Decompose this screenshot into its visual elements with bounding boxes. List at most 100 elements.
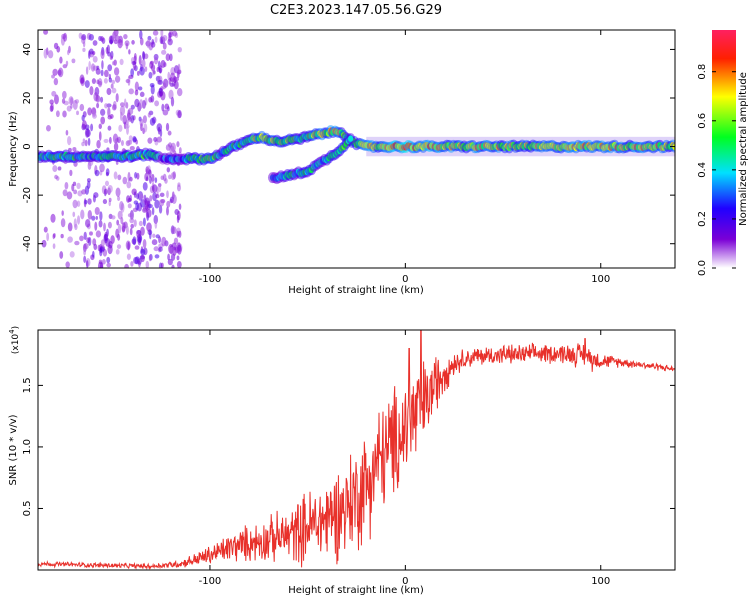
spectrogram-speckle [98, 220, 103, 228]
spectrogram-speckle [127, 109, 131, 118]
spectrogram-speckle [131, 188, 137, 196]
spectrogram-speckle [100, 239, 106, 247]
spectrogram-track-point [672, 143, 675, 151]
spectrogram-speckle [95, 230, 102, 238]
spectrogram-speckle [139, 194, 144, 200]
spectrogram-speckle [95, 215, 98, 220]
spectrogram-speckle [167, 130, 172, 136]
spectrogram-speckle [143, 53, 149, 60]
spectrogram-speckle [154, 100, 160, 107]
spectrogram-speckle [81, 114, 85, 122]
spectrogram-speckle [84, 199, 88, 205]
spectrogram-speckle [134, 245, 140, 250]
spectrogram-speckle [90, 123, 94, 132]
spectrogram-speckle [81, 33, 87, 41]
snr-frame [37, 329, 676, 571]
spectrogram-speckle [155, 234, 160, 239]
spectrogram-speckle [92, 55, 98, 63]
spectrogram-speckle [107, 185, 113, 193]
spectrogram-speckle [134, 89, 139, 96]
spectrogram-speckle [83, 255, 87, 264]
spectrogram-speckle [154, 220, 158, 229]
spectrogram-speckle [146, 38, 151, 49]
spectrogram-speckle [123, 98, 127, 108]
spectrogram-speckle [151, 239, 158, 246]
spectrogram-speckle [100, 35, 104, 42]
spectrogram-speckle [119, 58, 124, 66]
spectrogram-speckle [129, 227, 133, 236]
spectrogram-speckle [117, 223, 122, 234]
spectrogram-ytick-label: 20 [22, 92, 33, 105]
spectrogram-speckle [112, 61, 115, 66]
spectrogram-speckle [113, 67, 120, 76]
spectrogram-ytick-label: -40 [22, 236, 33, 252]
spectrogram-speckle [61, 210, 64, 216]
spectrogram-speckle [169, 53, 173, 62]
spectrogram-speckle [57, 166, 62, 171]
spectrogram-speckle [142, 207, 147, 213]
spectrogram-speckle [62, 110, 67, 118]
spectrogram-speckle [127, 203, 132, 209]
spectrogram-speckle [71, 58, 76, 64]
spectrogram-speckle [127, 197, 132, 203]
spectrogram-speckle [107, 64, 113, 72]
spectrogram-speckle [115, 249, 120, 255]
spectrogram-speckle [159, 192, 165, 197]
spectrogram-speckle [160, 91, 166, 101]
spectrogram-speckle [160, 30, 164, 38]
spectrogram-speckle [169, 246, 175, 255]
spectrogram-speckle [61, 98, 66, 104]
spectrogram-speckle [127, 241, 130, 251]
spectrogram-speckle [132, 236, 137, 246]
spectrogram-speckle [104, 180, 110, 187]
spectrogram-speckle [64, 181, 69, 190]
spectrogram-speckle [80, 77, 85, 84]
spectrogram-speckle [52, 68, 58, 76]
spectrogram-speckle [158, 199, 165, 207]
spectrogram-speckle [103, 69, 109, 78]
spectrogram-speckle [104, 103, 109, 109]
spectrogram-speckle [83, 249, 86, 256]
spectrogram-speckle [148, 254, 152, 262]
spectrogram-speckle [94, 169, 100, 177]
spectrogram-speckle [153, 57, 159, 65]
spectrogram-speckle [144, 200, 149, 211]
spectrogram-speckle [130, 68, 135, 77]
snr-xlabel: Height of straight line (km) [288, 585, 424, 596]
spectrogram-speckle [76, 110, 79, 116]
spectrogram-speckle [158, 205, 163, 214]
spectrogram-speckle [46, 124, 51, 132]
spectrogram-xtick-label: 100 [591, 274, 610, 285]
spectrogram-speckle [74, 240, 80, 246]
spectrogram-speckle [153, 214, 159, 225]
spectrogram-speckle [53, 94, 59, 105]
spectrogram-speckle [172, 30, 178, 37]
spectrogram-speckle [117, 210, 123, 220]
spectrogram-speckle [162, 109, 169, 116]
spectrogram-speckle [86, 237, 90, 244]
spectrogram-speckle [103, 138, 109, 143]
spectrogram-speckle [131, 60, 137, 66]
spectrogram-speckle [162, 35, 168, 42]
spectrogram-speckle [84, 80, 90, 88]
spectrogram-speckle [93, 243, 98, 250]
spectrogram-speckle [173, 237, 179, 245]
spectrogram-speckle [151, 207, 155, 216]
spectrogram-speckle [160, 60, 166, 68]
spectrogram-speckle [107, 107, 111, 117]
spectrogram-speckle [96, 102, 100, 109]
snr-ytick-label: 1.5 [22, 377, 33, 393]
spectrogram-speckle [118, 42, 124, 47]
spectrogram-speckle [168, 77, 172, 85]
snr-multiplier-close: ) [11, 326, 21, 330]
spectrogram-speckle [168, 35, 172, 42]
spectrogram-speckle [55, 110, 60, 118]
snr-multiplier: (x104) [8, 326, 21, 354]
spectrogram-speckle [88, 60, 91, 71]
colorbar-tick-label: 0.0 [697, 260, 708, 276]
spectrogram-speckle [117, 233, 121, 241]
spectrogram-speckle [79, 235, 84, 242]
spectrogram-speckle [72, 99, 78, 110]
spectrogram-speckle [142, 238, 147, 249]
spectrogram-speckle [129, 146, 135, 151]
